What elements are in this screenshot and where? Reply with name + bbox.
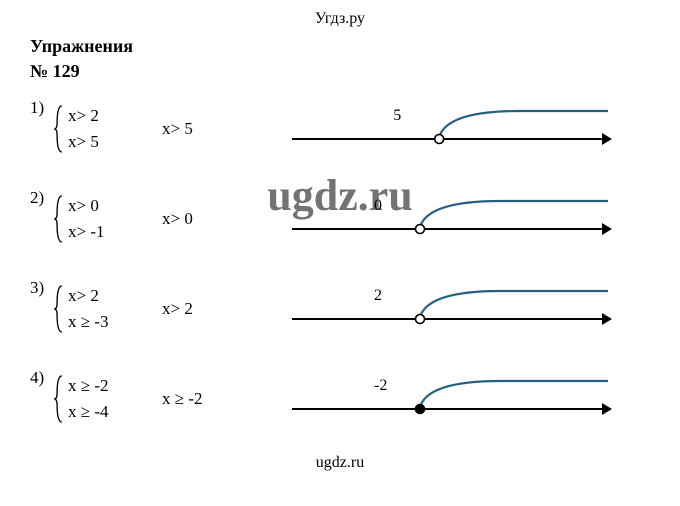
inequality-line: x ≥ -3 (68, 309, 154, 335)
row-number: 2) (30, 184, 54, 208)
exercise-row: 4) x ≥ -2x ≥ -4x ≥ -2 -2 (30, 364, 650, 434)
solution: x ≥ -2 (154, 389, 254, 409)
row-number: 4) (30, 364, 54, 388)
solution: x> 2 (154, 299, 254, 319)
inequality-system: x ≥ -2x ≥ -4 (54, 373, 154, 425)
inequality-line: x> 0 (68, 193, 154, 219)
exercise-row: 3) x> 2x ≥ -3x> 2 2 (30, 274, 650, 344)
point-label: 5 (393, 107, 401, 125)
point-label: -2 (374, 377, 387, 395)
point-label: 2 (374, 287, 382, 305)
footer-site: ugdz.ru (30, 454, 650, 472)
inequality-line: x> 2 (68, 283, 154, 309)
inequality-line: x> 5 (68, 129, 154, 155)
exercise-row: 1) x> 2x> 5x> 5 5 (30, 94, 650, 164)
row-number: 3) (30, 274, 54, 298)
solution: x> 0 (154, 209, 254, 229)
exercise-list: 1) x> 2x> 5x> 5 52) x> 0x> -1x> 0 03) x>… (30, 94, 650, 434)
number-line-graph: -2 (254, 369, 650, 429)
number-line-graph: 5 (254, 99, 650, 159)
inequality-line: x ≥ -4 (68, 399, 154, 425)
point-label: 0 (374, 197, 382, 215)
number-line-graph: 2 (254, 279, 650, 339)
number-line-graph: 0 (254, 189, 650, 249)
exercise-number: № 129 (30, 61, 650, 82)
inequality-line: x ≥ -2 (68, 373, 154, 399)
exercise-row: 2) x> 0x> -1x> 0 0 (30, 184, 650, 254)
inequality-system: x> 2x ≥ -3 (54, 283, 154, 335)
solution: x> 5 (154, 119, 254, 139)
row-number: 1) (30, 94, 54, 118)
inequality-line: x> -1 (68, 219, 154, 245)
section-title: Упражнения (30, 36, 650, 57)
inequality-line: x> 2 (68, 103, 154, 129)
inequality-system: x> 0x> -1 (54, 193, 154, 245)
inequality-system: x> 2x> 5 (54, 103, 154, 155)
header-site: Угдз.ру (30, 10, 650, 28)
